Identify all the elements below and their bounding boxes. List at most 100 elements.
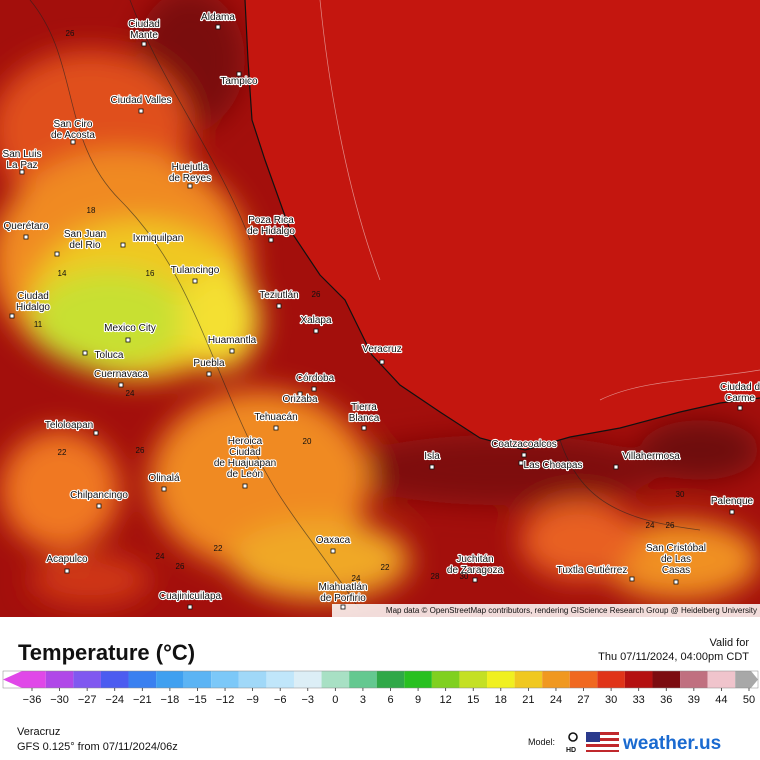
city-dot [161,486,167,492]
colorbar-cell [238,671,267,688]
colorbar-tick-label: −9 [246,694,259,706]
contour-label: 24 [126,389,135,398]
colorbar-tick-label: −36 [23,694,42,706]
city-label: La Paz [6,160,37,171]
city-dot [737,405,743,411]
city-dot [236,71,242,77]
colorbar-cell [680,671,708,688]
city-label: Aldama [201,12,235,23]
city-dot [19,169,25,175]
contour-label: 26 [312,290,321,299]
city-label: Teziutlán [259,290,298,301]
colorbar-tick-label: 36 [660,694,672,706]
city-label: Juchitán [456,554,493,565]
colorbar-end [3,671,22,688]
city-dot [215,24,221,30]
valid-time: Thu 07/11/2024, 04:00pm CDT [598,651,749,663]
contour-label: 24 [156,552,165,561]
city-dot [64,568,70,574]
city-dot [330,548,336,554]
colorbar-cell [431,671,460,688]
city-dot [187,604,193,610]
colorbar-tick-label: −18 [161,694,180,706]
contour-label: 28 [431,572,440,581]
colorbar-tick-label: 15 [467,694,479,706]
contour-label: 30 [676,490,685,499]
city-label: Huejutla [172,162,209,173]
city-label: de Las [661,554,691,565]
colorbar-tick-label: −24 [105,694,124,706]
city-dot [472,577,478,583]
colorbar-tick-label: 50 [743,694,755,706]
city-label: Miahuatlán [319,582,368,593]
legend: Temperature (°C) Valid for Thu 07/11/202… [2,637,759,754]
colorbar-tick-label: 9 [415,694,421,706]
magnifier-icon [568,732,578,742]
city-label: Palenque [711,496,754,507]
city-dot [23,234,29,240]
city-label: Córdoba [296,373,335,384]
colorbar-cell [183,671,212,688]
city-dot [297,391,303,397]
contour-label: 30 [460,572,469,581]
city-dot [187,183,193,189]
colorbar-cell [349,671,377,688]
flag-icon [586,732,619,752]
city-label: de Acosta [51,130,95,141]
city-dot [192,278,198,284]
city-label: Puebla [193,358,225,369]
colorbar-tick-label: −12 [216,694,235,706]
colorbar-cell [487,671,515,688]
contour-label: 20 [303,437,312,446]
colorbar-cell [156,671,184,688]
brand[interactable]: weather.us [622,733,721,754]
city-label: Isla [424,451,440,462]
city-dot [93,430,99,436]
contour-label: 22 [214,544,223,553]
city-label: Cuernavaca [94,369,148,380]
city-dot [242,483,248,489]
colorbar-cell [569,671,598,688]
contour-label: 22 [58,448,67,457]
city-label: de Porfirio [320,593,366,604]
city-label: de Huajuapan [214,458,276,469]
city-label: Ciudad [17,291,49,302]
city-label: Ixmiquilpan [133,233,184,244]
city-dot [70,139,76,145]
colorbar-tick-label: −6 [274,694,287,706]
city-label: Acapulco [46,554,88,565]
city-dot [361,425,367,431]
city-label: Ciudad d [720,382,760,393]
contour-label: 26 [66,29,75,38]
model-label: Model: [528,737,555,747]
colorbar-tick-label: 6 [387,694,393,706]
contour-label: 11 [34,320,43,329]
city-dot [429,464,435,470]
city-label: Tampico [220,76,258,87]
hd: HD [566,747,576,754]
contour-label: 16 [146,269,155,278]
city-label: Villahermosa [622,451,680,462]
city-label: Heroica [228,436,263,447]
city-dot [273,425,279,431]
colorbar-tick-label: −15 [188,694,207,706]
colorbar-cell [624,671,653,688]
colorbar-cell [404,671,432,688]
colorbar-cell [128,671,157,688]
colorbar-tick-label: 24 [550,694,562,706]
city-label: Ciudad Valles [111,95,172,106]
colorbar-tick-label: −27 [78,694,97,706]
colorbar-cell [376,671,405,688]
contour-label: 14 [58,269,67,278]
colorbar-cell [321,671,350,688]
city-dot [141,41,147,47]
colorbar-cell [542,671,570,688]
city-label: Tierra [351,402,377,413]
city-label: Poza Rica [248,215,294,226]
contour-label: 24 [646,521,655,530]
city-dot [379,359,385,365]
colorbar-cell [652,671,681,688]
city-label: San Cristóbal [646,543,706,554]
city-dot [229,348,235,354]
